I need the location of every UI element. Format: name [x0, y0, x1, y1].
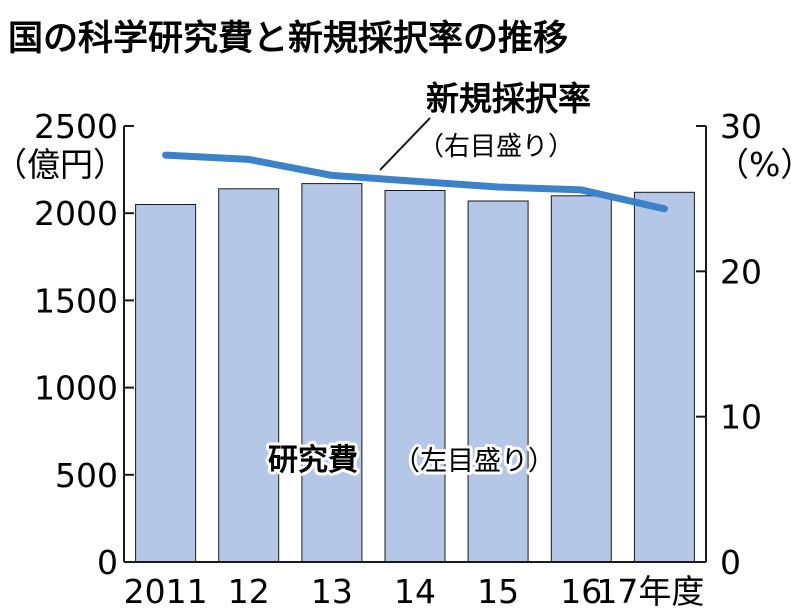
bar-2011: [135, 204, 197, 563]
line-series-label-leader: [379, 117, 431, 171]
x-tick-label: 16: [560, 572, 602, 611]
bar-15: [467, 200, 529, 563]
bar-series: [135, 183, 695, 563]
left-tick-label: 0: [97, 543, 118, 582]
bar-16: [550, 195, 612, 563]
line-series-axis-note: （右目盛り）: [418, 132, 574, 162]
left-tick-label: 1500: [34, 281, 118, 320]
x-tick-label: 13: [311, 572, 353, 611]
right-axis: 0 10 20 30: [696, 107, 762, 582]
line-path: [162, 151, 668, 213]
bar-14: [384, 190, 446, 563]
right-axis-unit: （%）: [716, 145, 799, 184]
right-tick-label: 0: [720, 543, 741, 582]
left-tick-label: 500: [55, 456, 118, 495]
chart-title: 国の科学研究費と新規採択率の推移: [8, 18, 568, 59]
right-tick-label: 10: [720, 398, 762, 437]
line-series: [162, 151, 668, 213]
x-tick-label: 12: [228, 572, 270, 611]
right-tick-label: 20: [720, 252, 762, 291]
bar-series-axis-note: （左目盛り）: [393, 446, 555, 477]
right-tick-label: 30: [720, 107, 762, 146]
left-axis: 0 500 1000 1500 2000 2500: [34, 107, 134, 582]
left-tick-label: 2500: [34, 107, 118, 146]
bar-17年度: [633, 191, 695, 563]
line-series-label: 新規採択率: [426, 79, 591, 118]
bar-series-label: 研究費: [268, 443, 358, 478]
bar-13: [301, 183, 363, 563]
bar-12: [218, 188, 280, 563]
x-tick-label: 15: [477, 572, 519, 611]
left-axis-unit: （億円）: [0, 145, 126, 184]
x-tick-label: 14: [394, 572, 436, 611]
x-tick-label: 17年度: [596, 572, 704, 611]
x-tick-label: 2011: [124, 572, 208, 611]
left-tick-label: 1000: [34, 369, 118, 408]
left-tick-label: 2000: [34, 194, 118, 233]
